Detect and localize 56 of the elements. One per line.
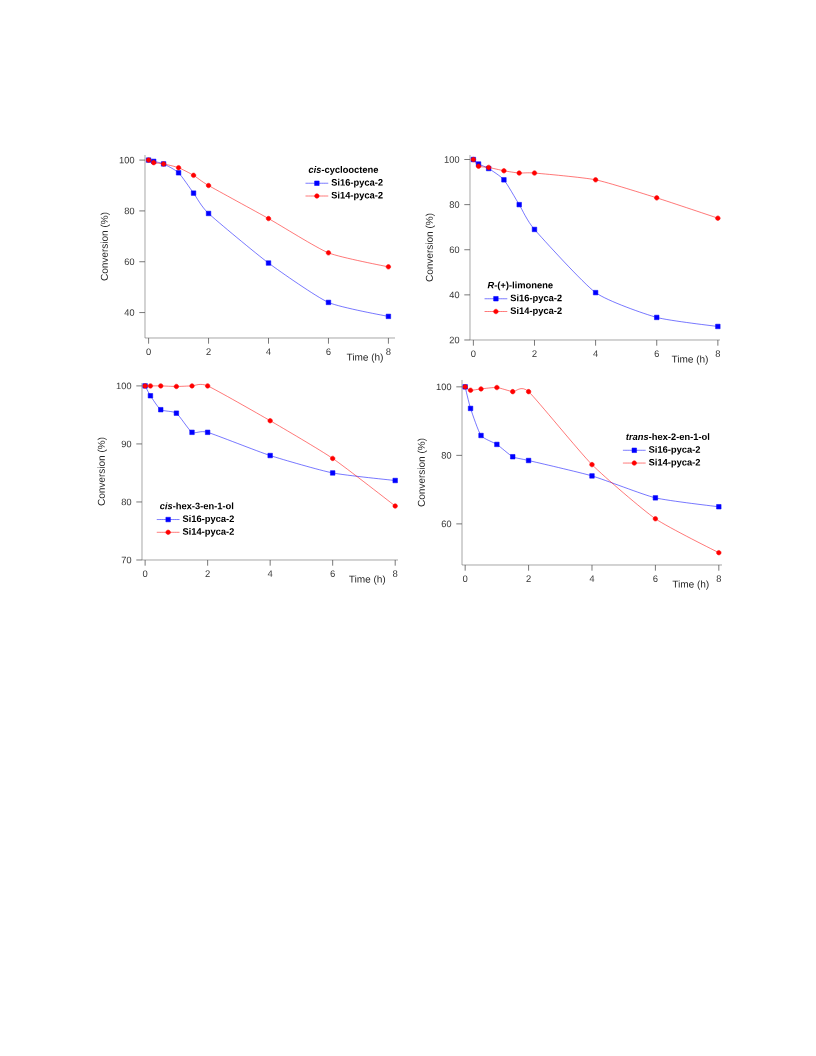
y-tick-label: 100: [444, 156, 460, 163]
x-tick-label: 8: [716, 575, 722, 582]
x-tick-label: 2: [205, 570, 210, 577]
y-tick-label: 100: [436, 383, 452, 391]
y-tick-label: 80: [121, 498, 132, 506]
x-tick-label: 8: [386, 348, 391, 355]
x-tick-label: 8: [715, 350, 721, 357]
legend-label: Si14-pyca-2: [648, 458, 701, 468]
y-tick-label: 100: [116, 382, 132, 390]
legend-title: cis-cyclooctene: [308, 166, 379, 175]
x-tick-label: 6: [326, 348, 331, 355]
y-tick-label: 40: [124, 309, 135, 316]
x-tick-label: 0: [142, 570, 148, 577]
x-tick-label: 4: [589, 575, 595, 582]
y-tick-label: 70: [121, 556, 132, 564]
legend-label: Si16-pyca-2: [331, 178, 383, 188]
y-axis-title: Conversion (%): [417, 438, 427, 507]
x-tick-label: 8: [392, 570, 398, 577]
y-axis-title: Conversion (%): [100, 212, 110, 281]
x-tick-label: 6: [653, 575, 658, 582]
y-tick-label: 40: [449, 291, 460, 299]
legend-label: Si14-pyca-2: [331, 191, 383, 201]
legend-label: Si16-pyca-2: [182, 515, 234, 524]
y-axis-title: Conversion (%): [425, 213, 435, 282]
x-tick-label: 4: [267, 570, 273, 577]
x-axis-title: Time (h): [672, 580, 709, 590]
x-tick-label: 2: [206, 348, 211, 355]
legend-label: Si16-pyca-2: [648, 445, 701, 455]
x-tick-label: 0: [471, 350, 476, 357]
x-tick-label: 0: [462, 575, 468, 582]
x-tick-label: 4: [266, 348, 271, 355]
x-tick-label: 0: [146, 348, 151, 355]
x-tick-label: 2: [526, 575, 531, 582]
y-tick-label: 20: [449, 336, 460, 344]
legend-label: Si14-pyca-2: [182, 527, 234, 537]
x-axis-title: Time (h): [349, 575, 386, 585]
legend-title: cis-hex-3-en-1-ol: [160, 502, 234, 510]
y-tick-label: 60: [449, 246, 460, 254]
x-tick-label: 4: [593, 350, 598, 357]
y-tick-label: 80: [441, 452, 452, 459]
x-tick-label: 2: [532, 350, 537, 357]
y-axis-title: Conversion (%): [97, 437, 107, 506]
y-tick-label: 60: [124, 258, 135, 266]
x-tick-label: 6: [654, 350, 659, 357]
y-tick-label: 90: [121, 440, 132, 448]
x-axis-title: Time (h): [671, 355, 708, 365]
legend-label: Si16-pyca-2: [510, 294, 562, 304]
y-tick-label: 60: [441, 520, 452, 528]
legend-title: trans-hex-2-en-1-ol: [626, 433, 710, 440]
y-tick-label: 80: [449, 201, 460, 208]
x-tick-label: 6: [330, 570, 335, 577]
legend-label: Si14-pyca-2: [510, 307, 562, 316]
y-tick-label: 100: [119, 156, 135, 164]
legend-title: R-(+)-limonene: [487, 281, 553, 291]
x-axis-title: Time (h): [346, 353, 383, 363]
y-tick-label: 80: [124, 207, 135, 215]
